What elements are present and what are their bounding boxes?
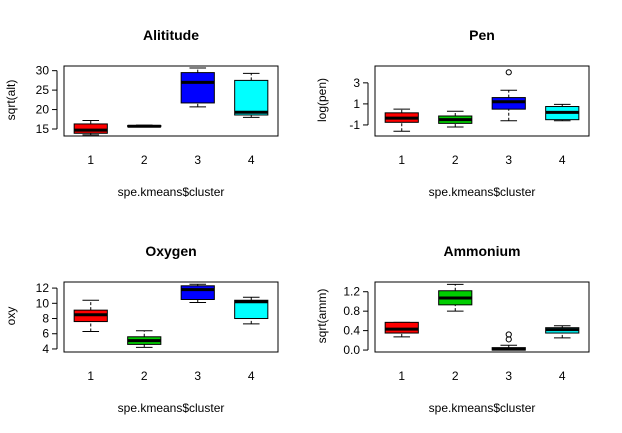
y-tick-label: 1.2 xyxy=(343,285,360,299)
y-tick-label: 10 xyxy=(36,296,50,310)
y-tick-label: 30 xyxy=(36,64,50,78)
x-tick-label: 1 xyxy=(398,369,405,383)
y-tick-label: 25 xyxy=(36,83,50,97)
y-tick-label: 12 xyxy=(36,281,50,295)
outlier-point xyxy=(505,69,512,76)
x-tick-label: 4 xyxy=(248,153,255,167)
panel-pen: Pen spe.kmeans$cluster log(pen) -1 1 3 1 2 3 4 xyxy=(315,27,590,199)
y-axis-label: log(pen) xyxy=(315,78,329,122)
y-tick-label: 0.8 xyxy=(343,304,360,318)
x-tick-label: 1 xyxy=(87,153,94,167)
x-axis-label: spe.kmeans$cluster xyxy=(118,185,225,199)
y-tick-label: 1 xyxy=(353,97,360,111)
y-tick-label: 8 xyxy=(42,312,49,326)
x-tick-label: 3 xyxy=(194,153,201,167)
plot-frame xyxy=(63,65,279,137)
y-tick-label: 4 xyxy=(42,342,49,356)
panel-title: Alititude xyxy=(143,27,199,43)
box-body xyxy=(180,72,215,104)
x-tick-label: 3 xyxy=(194,369,201,383)
box-body xyxy=(234,79,269,116)
panel-altitude: Alititude spe.kmeans$cluster sqrt(alt) 1… xyxy=(4,27,279,199)
panel-ammonium: Ammonium spe.kmeans$cluster sqrt(amm) 0.… xyxy=(315,243,590,415)
y-axis-label: sqrt(alt) xyxy=(4,80,18,121)
x-tick-label: 4 xyxy=(559,369,566,383)
x-axis-label: spe.kmeans$cluster xyxy=(429,401,536,415)
plot-frame xyxy=(63,281,279,353)
panel-title: Oxygen xyxy=(145,243,196,259)
x-tick-label: 2 xyxy=(452,369,459,383)
x-tick-label: 2 xyxy=(141,153,148,167)
y-tick-label: 6 xyxy=(42,327,49,341)
plot-frame xyxy=(374,65,590,137)
x-tick-label: 4 xyxy=(559,153,566,167)
y-tick-label: 15 xyxy=(36,122,50,136)
x-axis-label: spe.kmeans$cluster xyxy=(118,401,225,415)
y-tick-label: 20 xyxy=(36,103,50,117)
x-tick-label: 2 xyxy=(141,369,148,383)
box-body xyxy=(73,123,108,134)
panel-title: Ammonium xyxy=(444,243,521,259)
x-tick-label: 1 xyxy=(398,153,405,167)
y-axis-label: oxy xyxy=(4,307,18,326)
x-axis-label: spe.kmeans$cluster xyxy=(429,185,536,199)
x-tick-label: 4 xyxy=(248,369,255,383)
y-tick-label: 3 xyxy=(353,76,360,90)
box-body xyxy=(234,299,269,320)
outlier-point xyxy=(505,331,512,338)
x-tick-label: 1 xyxy=(87,369,94,383)
y-tick-label: 0.4 xyxy=(343,324,360,338)
panel-title: Pen xyxy=(469,27,495,43)
y-axis-label: sqrt(amm) xyxy=(315,289,329,344)
x-tick-label: 3 xyxy=(505,153,512,167)
x-tick-label: 2 xyxy=(452,153,459,167)
box-body xyxy=(180,285,215,301)
box-body xyxy=(491,97,526,110)
y-tick-label: 0.0 xyxy=(343,343,360,357)
plot-frame xyxy=(374,281,590,353)
y-tick-label: -1 xyxy=(349,118,360,132)
x-tick-label: 3 xyxy=(505,369,512,383)
